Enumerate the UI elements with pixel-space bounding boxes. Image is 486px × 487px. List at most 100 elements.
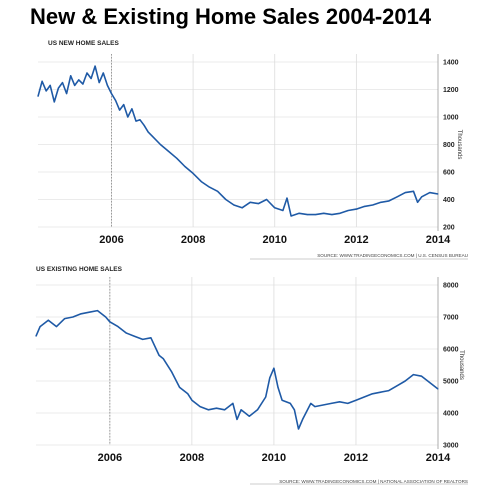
data-point xyxy=(135,120,137,122)
y-tick-label: 5000 xyxy=(443,379,459,386)
data-point xyxy=(417,201,419,203)
data-point xyxy=(207,409,209,411)
data-point xyxy=(421,196,423,198)
data-point xyxy=(380,201,382,203)
data-point xyxy=(429,382,431,384)
data-point xyxy=(355,208,357,210)
data-point xyxy=(396,196,398,198)
data-point xyxy=(388,390,390,392)
data-point xyxy=(232,402,234,404)
data-point xyxy=(35,335,37,337)
chart-title: US EXISTING HOME SALES xyxy=(36,266,123,273)
data-point xyxy=(72,316,74,318)
data-point xyxy=(53,101,55,103)
data-point xyxy=(286,197,288,199)
x-tick-label: 2008 xyxy=(181,234,205,246)
data-point xyxy=(236,418,238,420)
data-point xyxy=(388,200,390,202)
y-axis-label: Thousands xyxy=(458,350,464,380)
data-point xyxy=(45,90,47,92)
x-tick-label: 2006 xyxy=(99,234,123,246)
y-tick-label: 7000 xyxy=(443,315,459,322)
series-line xyxy=(37,65,439,217)
data-point xyxy=(102,72,104,74)
data-point xyxy=(66,93,68,95)
data-point xyxy=(372,204,374,206)
y-tick-label: 600 xyxy=(443,170,455,177)
data-point xyxy=(216,407,217,409)
data-point xyxy=(290,215,292,217)
data-point xyxy=(314,406,316,408)
data-point xyxy=(248,415,250,417)
chart-title: US NEW HOME SALES xyxy=(48,40,119,47)
x-tick-label: 2014 xyxy=(426,234,451,246)
data-point xyxy=(396,385,398,387)
series-line xyxy=(35,309,439,430)
data-point xyxy=(111,93,112,95)
data-point xyxy=(363,396,365,398)
data-point xyxy=(413,190,414,192)
data-point xyxy=(437,193,439,195)
data-point xyxy=(80,313,82,315)
y-tick-label: 1400 xyxy=(443,60,459,67)
data-point xyxy=(364,205,365,207)
y-axis-label: Thousands xyxy=(456,130,462,160)
data-point xyxy=(131,108,133,110)
data-point xyxy=(380,391,382,393)
data-point xyxy=(106,84,108,86)
data-point xyxy=(315,214,317,216)
data-point xyxy=(47,319,49,321)
x-tick-label: 2006 xyxy=(98,452,122,464)
data-point xyxy=(265,396,267,398)
data-point xyxy=(41,80,43,82)
data-point xyxy=(302,418,304,420)
data-point xyxy=(119,109,121,111)
data-point xyxy=(322,404,324,406)
data-point xyxy=(191,399,193,401)
data-point xyxy=(249,201,251,203)
data-point xyxy=(421,375,423,377)
data-point xyxy=(282,210,284,211)
data-point xyxy=(241,207,243,209)
data-point xyxy=(437,388,439,390)
x-tick-label: 2010 xyxy=(262,452,286,464)
data-point xyxy=(339,212,341,214)
data-point xyxy=(298,428,299,430)
data-point xyxy=(62,82,63,84)
data-point xyxy=(298,212,300,214)
data-point xyxy=(147,131,149,133)
source-note: SOURCE: WWW.TRADINGECONOMICS.COM | NATIO… xyxy=(279,479,468,484)
data-point xyxy=(323,212,325,214)
data-point xyxy=(257,409,258,411)
data-point xyxy=(117,326,119,328)
data-point xyxy=(240,409,242,411)
data-point xyxy=(78,79,80,81)
data-point xyxy=(371,393,373,395)
data-point xyxy=(310,402,312,404)
data-point xyxy=(74,84,76,86)
data-point xyxy=(109,321,111,323)
y-tick-label: 1000 xyxy=(443,115,459,122)
data-point xyxy=(277,386,279,388)
data-point xyxy=(125,332,127,334)
data-point xyxy=(86,72,88,74)
data-point xyxy=(82,83,84,85)
data-point xyxy=(187,393,189,395)
data-point xyxy=(404,192,406,194)
data-point xyxy=(115,100,117,101)
data-point xyxy=(306,214,308,216)
y-tick-label: 8000 xyxy=(443,283,459,290)
data-point xyxy=(224,409,226,411)
y-tick-label: 200 xyxy=(443,225,455,232)
data-point xyxy=(347,210,349,211)
data-point xyxy=(208,186,210,188)
data-point xyxy=(429,192,431,194)
data-point xyxy=(274,207,276,209)
data-point xyxy=(105,316,107,318)
y-tick-label: 4000 xyxy=(443,411,459,418)
data-point xyxy=(37,95,39,97)
y-tick-label: 3000 xyxy=(443,443,459,450)
data-point xyxy=(225,199,227,200)
data-point xyxy=(170,370,172,372)
data-point xyxy=(70,75,72,77)
